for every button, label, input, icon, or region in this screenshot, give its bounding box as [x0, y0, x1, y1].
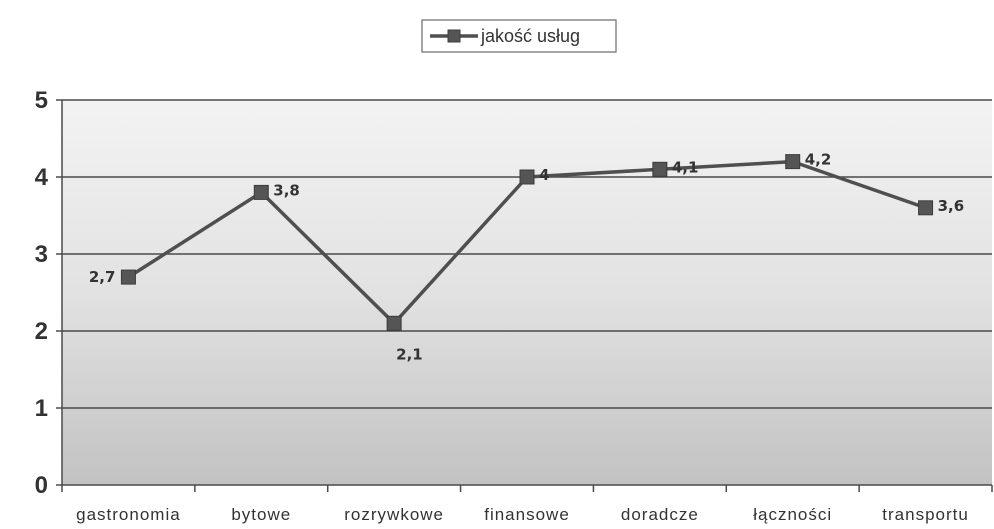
data-label-5: 4,2: [805, 151, 832, 169]
y-tick-label-5: 5: [35, 87, 48, 114]
y-tick-label-1: 1: [35, 395, 48, 422]
plot-area: [62, 100, 992, 485]
data-point-5: [785, 154, 801, 170]
data-point-1: [253, 184, 269, 200]
y-axis-ticks: 0 1 2 3 4 5: [35, 87, 62, 499]
series-markers: [120, 154, 934, 331]
data-point-4: [652, 161, 668, 177]
legend: jakość usług: [421, 19, 617, 53]
axes: [61, 100, 992, 486]
data-point-3: [519, 169, 535, 185]
x-tick-label-0: gastronomia: [76, 505, 181, 524]
data-label-1: 3,8: [273, 181, 300, 199]
legend-label: jakość usług: [480, 26, 580, 46]
data-label-2: 2,1: [396, 345, 423, 363]
data-label-4: 4,1: [672, 158, 699, 176]
x-tick-label-5: łączności: [753, 505, 832, 524]
data-label-6: 3,6: [938, 197, 965, 215]
x-tick-label-6: transportu: [882, 505, 969, 524]
x-tick-label-1: bytowe: [231, 505, 291, 524]
data-labels: 2,7 3,8 2,1 4 4,1 4,2 3,6: [89, 151, 964, 364]
data-point-6: [918, 200, 934, 216]
y-tick-label-4: 4: [35, 164, 49, 191]
data-label-0: 2,7: [89, 268, 116, 286]
x-axis-ticks: gastronomia bytowe rozrywkowe finansowe dora…: [61, 485, 993, 524]
x-tick-label-3: finansowe: [484, 505, 570, 524]
y-tick-label-2: 2: [35, 318, 48, 345]
data-point-0: [120, 269, 136, 285]
legend-marker-icon: [447, 29, 461, 43]
data-point-2: [386, 315, 402, 331]
data-label-3: 4: [539, 166, 549, 184]
y-tick-label-0: 0: [35, 472, 48, 499]
x-tick-label-2: rozrywkowe: [344, 505, 444, 524]
x-tick-label-4: doradcze: [621, 505, 699, 524]
y-tick-label-3: 3: [35, 241, 48, 268]
